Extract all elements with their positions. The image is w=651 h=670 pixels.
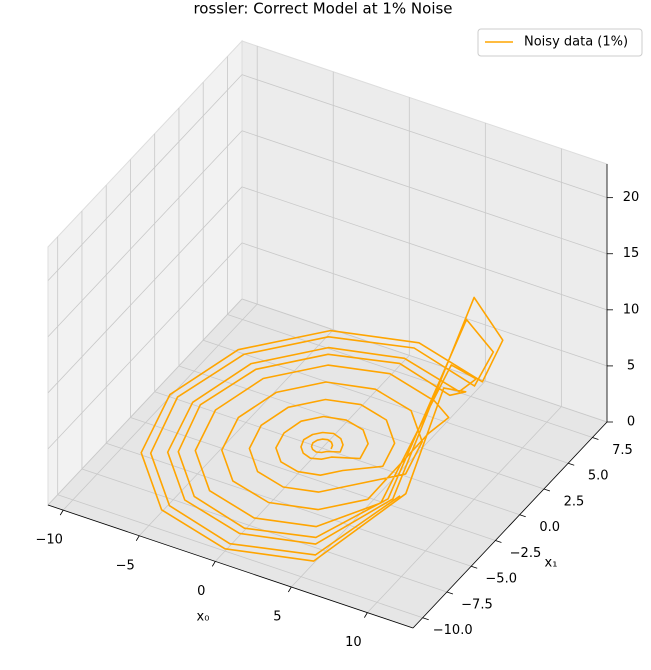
x-tick-label: −10 xyxy=(35,533,62,548)
y-tick-label: −7.5 xyxy=(461,597,493,612)
tick-mark xyxy=(59,509,64,516)
grid-line xyxy=(47,242,243,450)
x-tick-label: 0 xyxy=(197,584,205,599)
tick-mark xyxy=(495,540,502,543)
grid-line xyxy=(47,298,243,506)
grid-line xyxy=(241,130,608,255)
grid-line xyxy=(47,74,243,281)
chart-title: rossler: Correct Model at 1% Noise xyxy=(193,0,452,18)
x-axis-label: x₀ xyxy=(197,610,210,625)
tick-mark xyxy=(364,612,368,618)
grid-line xyxy=(291,380,486,588)
legend-frame xyxy=(477,28,643,57)
tick-mark xyxy=(422,617,429,621)
x-tick-label: 10 xyxy=(345,635,362,650)
tick-mark xyxy=(287,586,292,593)
y-axis-label: x₁ xyxy=(545,556,558,571)
legend: Noisy data (1%) xyxy=(477,28,643,57)
y-tick-label: 0.0 xyxy=(539,520,560,535)
grid-line xyxy=(241,186,608,311)
grid-line xyxy=(241,298,608,423)
y-tick-label: −2.5 xyxy=(510,546,542,561)
y-tick-label: −10.0 xyxy=(433,623,473,638)
grid-line xyxy=(241,242,608,367)
tick-mark xyxy=(592,437,599,440)
z-tick-label: 5 xyxy=(627,358,635,373)
tick-mark xyxy=(135,535,140,541)
axis-line xyxy=(412,421,608,629)
grid-line xyxy=(178,365,545,490)
z-tick-label: 20 xyxy=(623,190,640,205)
grid-line xyxy=(62,303,258,511)
tick-mark xyxy=(471,565,478,569)
y-tick-label: −5.0 xyxy=(485,572,517,587)
x-tick-label: 5 xyxy=(273,610,281,625)
grid-line xyxy=(138,329,334,537)
grid-line xyxy=(47,130,243,338)
z-tick-label: 10 xyxy=(623,302,640,317)
grid-line xyxy=(130,417,496,541)
grid-line xyxy=(241,74,608,199)
y-tick-label: 7.5 xyxy=(612,443,633,458)
tick-mark xyxy=(543,488,551,492)
legend-label: Noisy data (1%) xyxy=(524,35,628,50)
grid-line xyxy=(367,406,562,613)
grid-line xyxy=(227,314,593,438)
data-line xyxy=(140,296,504,562)
y-tick-label: 5.0 xyxy=(588,469,609,484)
z-tick-label: 15 xyxy=(623,246,640,261)
grid-line xyxy=(57,494,423,619)
grid-line xyxy=(47,186,243,394)
axis-line xyxy=(47,504,414,629)
tick-mark xyxy=(519,514,526,518)
tick-mark xyxy=(568,462,575,466)
x-tick-label: −5 xyxy=(116,558,135,573)
z-tick-label: 0 xyxy=(627,415,635,430)
y-tick-label: 2.5 xyxy=(564,494,585,509)
tick-mark xyxy=(446,591,454,595)
tick-mark xyxy=(211,561,216,567)
grid-line xyxy=(154,391,520,516)
